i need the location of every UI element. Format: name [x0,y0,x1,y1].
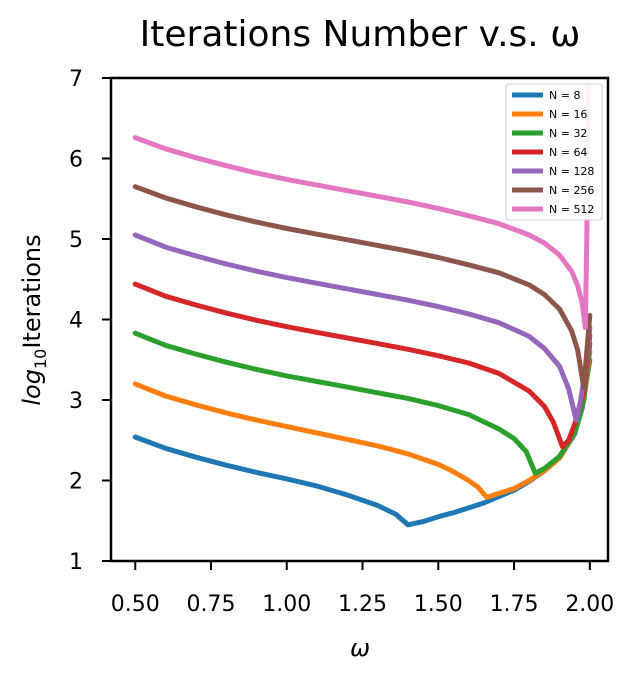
legend: N = 8 N = 16 N = 32 N = 64 N = 128 N = 256 N =… [505,83,603,221]
x-tick-label: 0.75 [187,592,236,617]
series-line-5 [132,232,593,423]
y-tick-label: 1 [69,550,83,575]
x-tick-label: 0.50 [111,592,160,617]
y-tick-label: 7 [69,67,83,92]
y-tick-label: 3 [69,389,83,414]
series-line-7 [132,83,591,331]
series-line-6 [132,184,593,391]
x-tick-label: 2.00 [565,592,614,617]
y-axis-label-rest: Iterations [18,234,46,348]
series-lines [132,83,593,528]
legend-label: N = 8 [549,89,580,102]
legend-box [505,83,603,221]
axis-ticks: 0.50 0.75 1.00 1.25 1.50 1.75 2.00 1 2 3 4 5 6 7 [69,67,614,617]
legend-label: N = 256 [549,184,594,197]
y-axis-label-base: log [18,369,46,406]
legend-label: N = 128 [549,165,594,178]
y-tick-label: 5 [69,228,83,253]
y-tick-label: 6 [69,148,83,173]
series-line-3 [132,330,593,476]
chart-title: Iterations Number v.s. ω [140,14,581,55]
series-line-4 [132,281,593,450]
legend-items: N = 8 N = 16 N = 32 N = 64 N = 128 N = 256 N =… [512,89,594,216]
x-tick-label: 1.00 [262,592,311,617]
y-axis-label: log10Iterations [18,234,50,405]
x-tick-label: 1.75 [490,592,539,617]
x-tick-label: 1.25 [338,592,387,617]
legend-label: N = 32 [549,127,587,140]
y-axis-label-subscript: 10 [31,349,50,369]
y-tick-label: 4 [69,309,83,334]
legend-label: N = 512 [549,203,594,216]
legend-label: N = 64 [549,146,587,159]
y-tick-label: 2 [69,470,83,495]
x-axis-label: ω [350,634,370,662]
x-tick-label: 1.50 [414,592,463,617]
legend-label: N = 16 [549,108,587,121]
